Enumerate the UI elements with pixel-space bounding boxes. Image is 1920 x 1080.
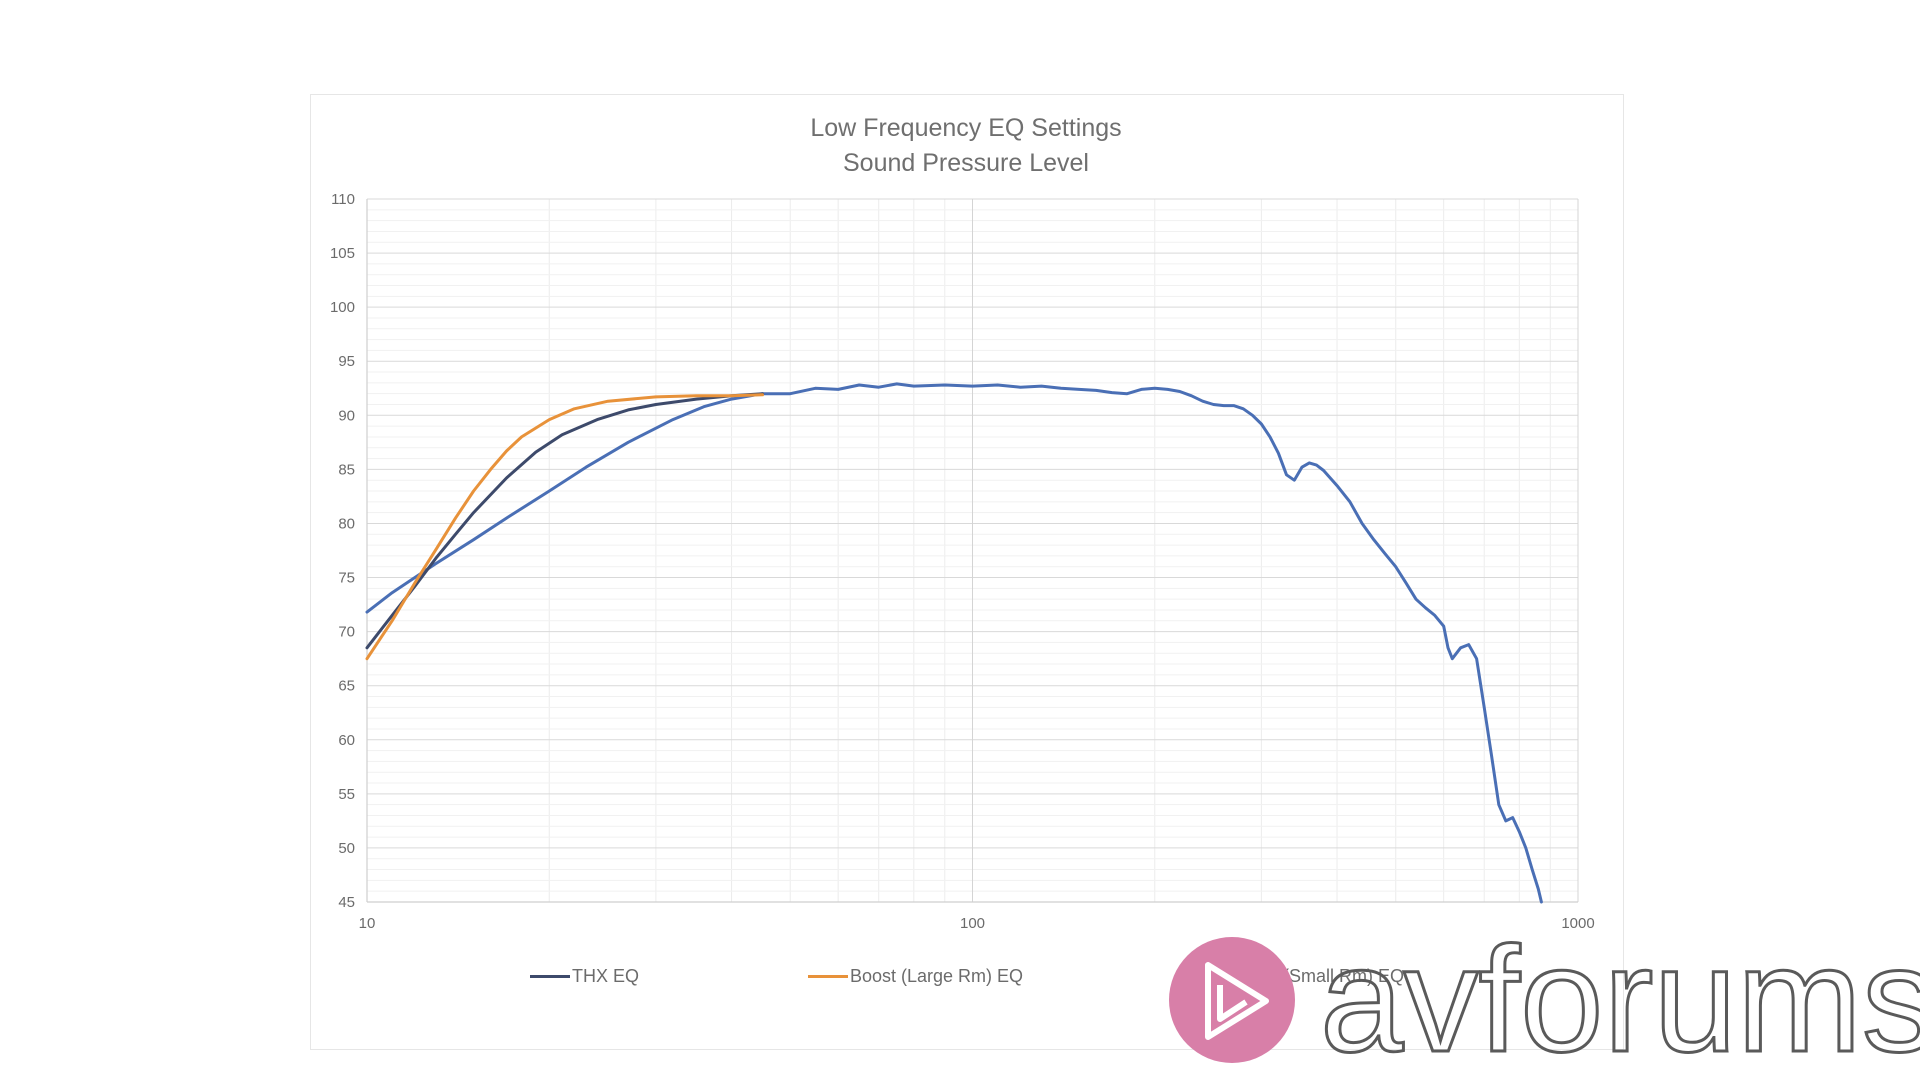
x-tick-label: 10 <box>359 915 376 932</box>
series-line-3 <box>365 382 1543 904</box>
play-badge-icon <box>1169 937 1295 1063</box>
chart-subtitle: Sound Pressure Level <box>843 149 1089 177</box>
x-tick-label: 100 <box>960 915 985 932</box>
legend-swatch <box>808 974 848 978</box>
y-tick-label: 55 <box>338 786 355 803</box>
legend-label: THX EQ <box>572 965 640 986</box>
y-tick-label: 105 <box>330 245 355 262</box>
y-tick-label: 95 <box>338 353 355 370</box>
y-tick-label: 85 <box>338 461 355 478</box>
y-tick-label: 45 <box>338 894 355 911</box>
x-tick-label: 1000 <box>1561 915 1594 932</box>
legend-swatch <box>530 974 570 978</box>
avforums-watermark: avforums <box>1169 935 1920 1065</box>
y-tick-label: 50 <box>338 840 355 857</box>
chart-title: Low Frequency EQ Settings <box>810 114 1122 142</box>
y-tick-label: 80 <box>338 515 355 532</box>
y-tick-label: 65 <box>338 678 355 695</box>
y-tick-label: 70 <box>338 624 355 641</box>
watermark-text: avforums <box>1320 935 1920 1065</box>
legend-label: Boost (Large Rm) EQ <box>850 965 1024 986</box>
play-arrow-icon <box>1205 962 1269 1040</box>
y-tick-label: 110 <box>331 191 355 208</box>
legend-item: THX EQ <box>530 965 639 987</box>
series-line-1 <box>365 392 764 650</box>
legend-item: Boost (Large Rm) EQ <box>808 965 1023 987</box>
y-tick-label: 75 <box>338 570 355 587</box>
y-tick-label: 60 <box>338 732 355 749</box>
y-tick-label: 100 <box>330 299 355 316</box>
y-tick-label: 90 <box>338 407 355 424</box>
series-line-2 <box>365 393 764 661</box>
